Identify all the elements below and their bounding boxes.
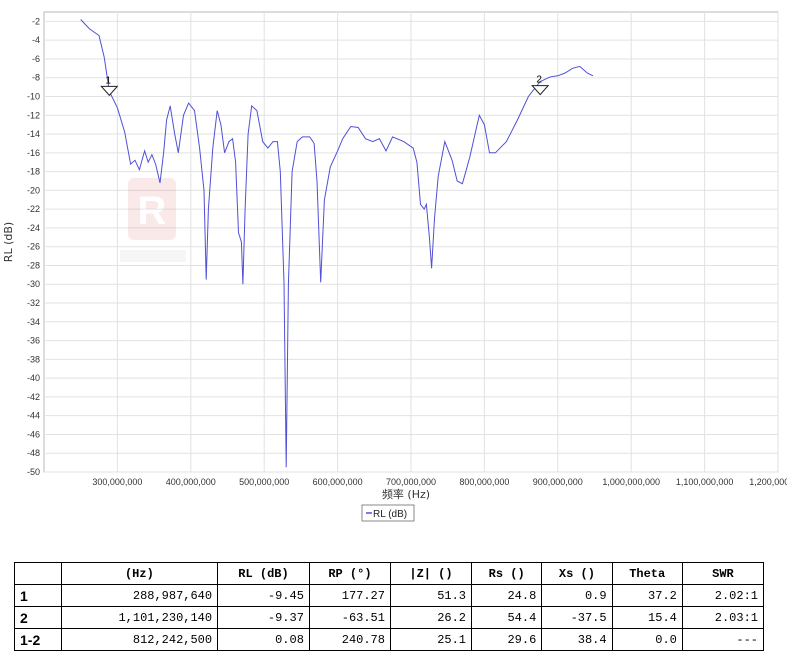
marker-label-cell: 2 (14, 606, 62, 629)
swr-cell: 2.02:1 (681, 584, 765, 607)
legend-label: RL (dB) (373, 509, 407, 520)
x-tick-label: 500,000,000 (239, 477, 289, 487)
x-axis-title: 频率 (Hz) (382, 487, 430, 501)
grid-lines (44, 12, 779, 473)
y-tick-label: -26 (27, 242, 40, 252)
marker-label-cell: 1 (14, 584, 62, 607)
y-tick-label: -30 (27, 279, 40, 289)
theta-cell: 15.4 (611, 606, 683, 629)
marker-1-triangle (100, 85, 119, 97)
y-tick-label: -36 (27, 336, 40, 346)
marker-2-label: 2 (536, 75, 542, 86)
table-header-cell: RP (°) (308, 562, 391, 585)
table-header-cell: Theta (611, 562, 683, 585)
table-row: 1-2 812,242,500 0.08 240.78 25.1 29.6 38… (14, 628, 765, 651)
x-tick-label: 1,100,000,000 (676, 477, 734, 487)
y-tick-label: -44 (27, 411, 40, 421)
x-tick-label: 600,000,000 (313, 477, 363, 487)
y-tick-label: -18 (27, 167, 40, 177)
y-tick-label: -34 (27, 317, 40, 327)
x-tick-label: 400,000,000 (166, 477, 216, 487)
y-axis-title: RL (dB) (2, 222, 15, 262)
swr-cell: --- (681, 628, 765, 651)
y-tick-label: -46 (27, 429, 40, 439)
x-tick-label: 800,000,000 (459, 477, 509, 487)
table-header-row: (Hz) RL (dB) RP (°) |Z| () Rs () Xs () T… (14, 562, 765, 585)
y-tick-label: -40 (27, 373, 40, 383)
y-tick-label: -20 (27, 185, 40, 195)
return-loss-chart: -2 -4 -6 -8 -10 -12 -14 -16 -18 -20 -22 -24 -26 -28 -3… (2, 11, 787, 522)
xs-cell: 0.9 (541, 584, 613, 607)
x-axis-ticks: 300,000,000 400,000,000 500,000,000 600,000… (92, 477, 787, 487)
x-tick-label: 1,000,000,000 (602, 477, 660, 487)
rp-cell: -63.51 (308, 606, 391, 629)
table-header-cell: |Z| () (389, 562, 473, 585)
y-tick-label: -4 (32, 35, 40, 45)
rl-cell: -9.45 (217, 584, 310, 607)
rl-cell: 0.08 (217, 628, 310, 651)
table-row: 2 1,101,230,140 -9.37 -63.51 26.2 54.4 -… (14, 606, 765, 629)
frequency-cell: 812,242,500 (60, 628, 219, 651)
rs-cell: 29.6 (471, 628, 543, 651)
y-tick-label: -6 (32, 54, 40, 64)
theta-cell: 37.2 (611, 584, 683, 607)
y-axis-ticks: -2 -4 -6 -8 -10 -12 -14 -16 -18 -20 -22 -24 -26 -28 -3… (27, 16, 40, 477)
y-tick-label: -38 (27, 354, 40, 364)
table-header-cell: (Hz) (60, 562, 219, 585)
y-tick-label: -24 (27, 223, 40, 233)
y-tick-label: -28 (27, 260, 40, 270)
table-header-cell: SWR (681, 562, 765, 585)
marker-2-triangle (531, 85, 550, 96)
z-cell: 51.3 (389, 584, 473, 607)
x-tick-label: 1,200,000,000 (749, 477, 787, 487)
table-header-cell: Rs () (471, 562, 543, 585)
rp-cell: 240.78 (308, 628, 391, 651)
xs-cell: 38.4 (541, 628, 613, 651)
y-tick-label: -8 (32, 73, 40, 83)
marker-1-label: 1 (106, 75, 112, 86)
y-tick-label: -12 (27, 110, 40, 120)
y-tick-label: -22 (27, 204, 40, 214)
table-header-cell: Xs () (541, 562, 613, 585)
y-tick-label: -14 (27, 129, 40, 139)
marker-table: (Hz) RL (dB) RP (°) |Z| () Rs () Xs () T… (14, 562, 765, 651)
watermark-logo: R (120, 178, 186, 262)
table-header-cell (14, 562, 62, 585)
rs-cell: 54.4 (471, 606, 543, 629)
frequency-cell: 288,987,640 (60, 584, 219, 607)
svg-text:R: R (138, 189, 167, 233)
marker-label-cell: 1-2 (14, 628, 62, 651)
z-cell: 26.2 (389, 606, 473, 629)
y-tick-label: -2 (32, 16, 40, 26)
theta-cell: 0.0 (611, 628, 683, 651)
rs-cell: 24.8 (471, 584, 543, 607)
legend: RL (dB) (361, 504, 415, 522)
swr-cell: 2.03:1 (681, 606, 765, 629)
table-header-cell: RL (dB) (217, 562, 310, 585)
y-tick-label: -32 (27, 298, 40, 308)
rl-series-line (80, 19, 594, 468)
table-row: 1 288,987,640 -9.45 177.27 51.3 24.8 0.9… (14, 584, 765, 607)
x-tick-label: 700,000,000 (386, 477, 436, 487)
y-tick-label: -48 (27, 448, 40, 458)
xs-cell: -37.5 (541, 606, 613, 629)
frequency-cell: 1,101,230,140 (60, 606, 219, 629)
rl-cell: -9.37 (217, 606, 310, 629)
rp-cell: 177.27 (308, 584, 391, 607)
x-tick-label: 300,000,000 (92, 477, 142, 487)
y-tick-label: -50 (27, 467, 40, 477)
y-tick-label: -16 (27, 148, 40, 158)
y-tick-label: -10 (27, 91, 40, 101)
x-tick-label: 900,000,000 (533, 477, 583, 487)
z-cell: 25.1 (389, 628, 473, 651)
y-tick-label: -42 (27, 392, 40, 402)
legend-box (361, 504, 415, 522)
